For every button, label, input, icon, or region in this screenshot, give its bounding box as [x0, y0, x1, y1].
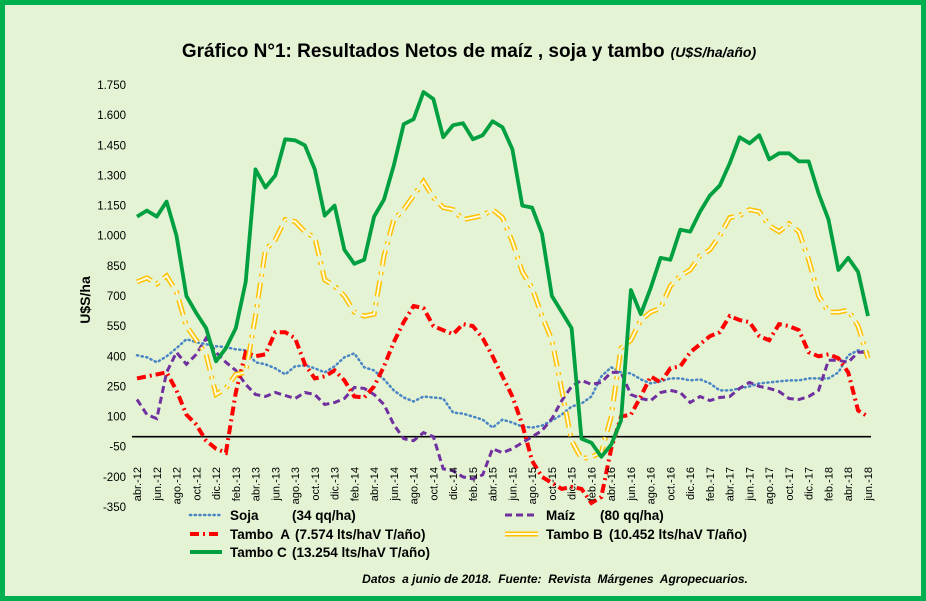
y-tick-label: 550: [107, 321, 126, 333]
y-tick-label: 400: [107, 351, 126, 363]
x-tick-label: oct.-17: [784, 467, 796, 501]
x-tick-label: jun.-18: [863, 467, 875, 502]
x-tick-label: abr.-12: [132, 467, 144, 501]
x-tick-label: dic.-15: [567, 467, 579, 500]
legend-label-soja: Soja: [230, 508, 259, 523]
x-tick-label: ago.-15: [527, 467, 539, 504]
plot-area: [135, 90, 871, 506]
legend-item-tambo-c: Tambo C (13.254 lts/haV T/año): [190, 545, 430, 560]
x-tick-label: dic.-17: [804, 467, 816, 500]
x-tick-label: jun.-17: [744, 467, 756, 502]
x-tick-label: ago.-13: [290, 467, 302, 504]
x-tick-label: ago.-14: [409, 467, 421, 504]
series-tambo-b: [136, 176, 871, 462]
x-tick-label: abr.-17: [725, 467, 737, 501]
x-tick-label: abr.-16: [606, 467, 618, 501]
x-tick-label: ago.-16: [646, 467, 658, 504]
y-tick-label: 850: [107, 261, 126, 273]
legend-item-tambo-a: Tambo A (7.574 lts/haV T/año): [190, 527, 426, 542]
series-soja: [135, 337, 870, 430]
series-line-maiz: [135, 335, 868, 481]
series-line-tambo-c: [136, 90, 870, 459]
x-tick-label: feb.-13: [231, 467, 243, 501]
y-tick-label: 1.450: [97, 140, 126, 152]
y-tick-label: 1.300: [97, 170, 126, 182]
x-tick-label: dic.-14: [448, 467, 460, 500]
x-tick-label: dic.-13: [330, 467, 342, 500]
x-tick-label: feb.-17: [705, 467, 717, 501]
y-tick-label: 250: [107, 381, 126, 393]
legend-detail-tambo-a: (7.574 lts/haV T/año): [295, 527, 426, 542]
y-tick-label: -50: [109, 442, 126, 454]
x-tick-label: jun.-13: [270, 467, 282, 502]
legend-item-tambo-b: Tambo B (10.452 lts/haV T/año): [505, 527, 747, 542]
x-tick-label: abr.-13: [251, 467, 263, 501]
x-tick-label: oct.-15: [547, 467, 559, 501]
y-tick-label: 1.600: [97, 110, 126, 122]
x-tick-label: dic.-16: [685, 467, 697, 500]
series-line-tambo-a: [136, 303, 870, 506]
x-tick-label: ago.-17: [764, 467, 776, 504]
x-tick-label: jun.-14: [389, 467, 401, 502]
x-tick-label: dic.-12: [211, 467, 223, 500]
legend-label-tambo-a: Tambo A: [230, 527, 290, 542]
y-axis-label: U$S/ha: [77, 276, 93, 324]
x-tick-label: feb.-16: [586, 467, 598, 501]
x-tick-label: abr.-18: [843, 467, 855, 501]
legend-item-soja: Soja (34 qq/ha): [188, 508, 356, 523]
x-tick-label: abr.-15: [488, 467, 500, 501]
series-line-tambo-b-inner: [136, 179, 869, 460]
chart-title: Gráfico N°1: Resultados Netos de maíz , …: [182, 41, 757, 62]
legend-item-maiz: Maíz (80 qq/ha): [505, 508, 664, 523]
y-axis-ticks: 1.750 1.600 1.450 1.300 1.150 1.000 850 700 550 4…: [97, 80, 126, 514]
x-tick-label: jun.-16: [626, 467, 638, 502]
legend-label-maiz: Maíz: [546, 508, 576, 523]
y-tick-label: 100: [107, 412, 126, 424]
source-note: Datos a junio de 2018. Fuente: Revista M…: [362, 572, 748, 586]
x-tick-label: jun.-15: [507, 467, 519, 502]
legend-detail-maiz: (80 qq/ha): [600, 508, 664, 523]
y-tick-label: 1.150: [97, 201, 126, 213]
legend-label-tambo-c: Tambo C: [230, 545, 287, 560]
x-tick-label: oct.-14: [428, 467, 440, 501]
legend-detail-tambo-b: (10.452 lts/haV T/año): [609, 527, 747, 542]
x-tick-label: feb.-14: [349, 467, 361, 501]
series-maiz: [135, 335, 868, 481]
series-line-tambo-b: [136, 176, 871, 462]
y-tick-label: -350: [103, 502, 126, 514]
legend: Soja (34 qq/ha) Maíz (80 qq/ha) Tambo A …: [188, 508, 747, 560]
series-tambo-c: [136, 90, 870, 459]
x-tick-label: abr.-14: [369, 467, 381, 501]
x-tick-label: jun.-12: [152, 467, 164, 502]
x-tick-label: oct.-12: [191, 467, 203, 501]
chart-title-unit: (U$S/ha/año): [671, 44, 757, 60]
x-axis-ticks: abr.-12 jun.-12 ago.-12 oct.-12 dic.-12 feb.-…: [132, 467, 875, 504]
legend-detail-tambo-c: (13.254 lts/haV T/año): [292, 545, 430, 560]
series-line-soja: [135, 337, 870, 430]
y-tick-label: 1.750: [97, 80, 126, 92]
legend-detail-soja: (34 qq/ha): [292, 508, 356, 523]
y-tick-label: 700: [107, 291, 126, 303]
legend-label-tambo-b: Tambo B: [546, 527, 603, 542]
y-tick-label: 1.000: [97, 231, 126, 243]
x-tick-label: feb.-18: [823, 467, 835, 501]
y-tick-label: -200: [103, 472, 126, 484]
chart-title-main: Gráfico N°1: Resultados Netos de maíz , …: [182, 41, 665, 62]
x-tick-label: feb.-15: [468, 467, 480, 501]
x-tick-label: ago.-12: [172, 467, 184, 504]
series-tambo-a: [136, 303, 870, 506]
x-tick-label: oct.-13: [310, 467, 322, 501]
x-tick-label: oct.-16: [665, 467, 677, 501]
